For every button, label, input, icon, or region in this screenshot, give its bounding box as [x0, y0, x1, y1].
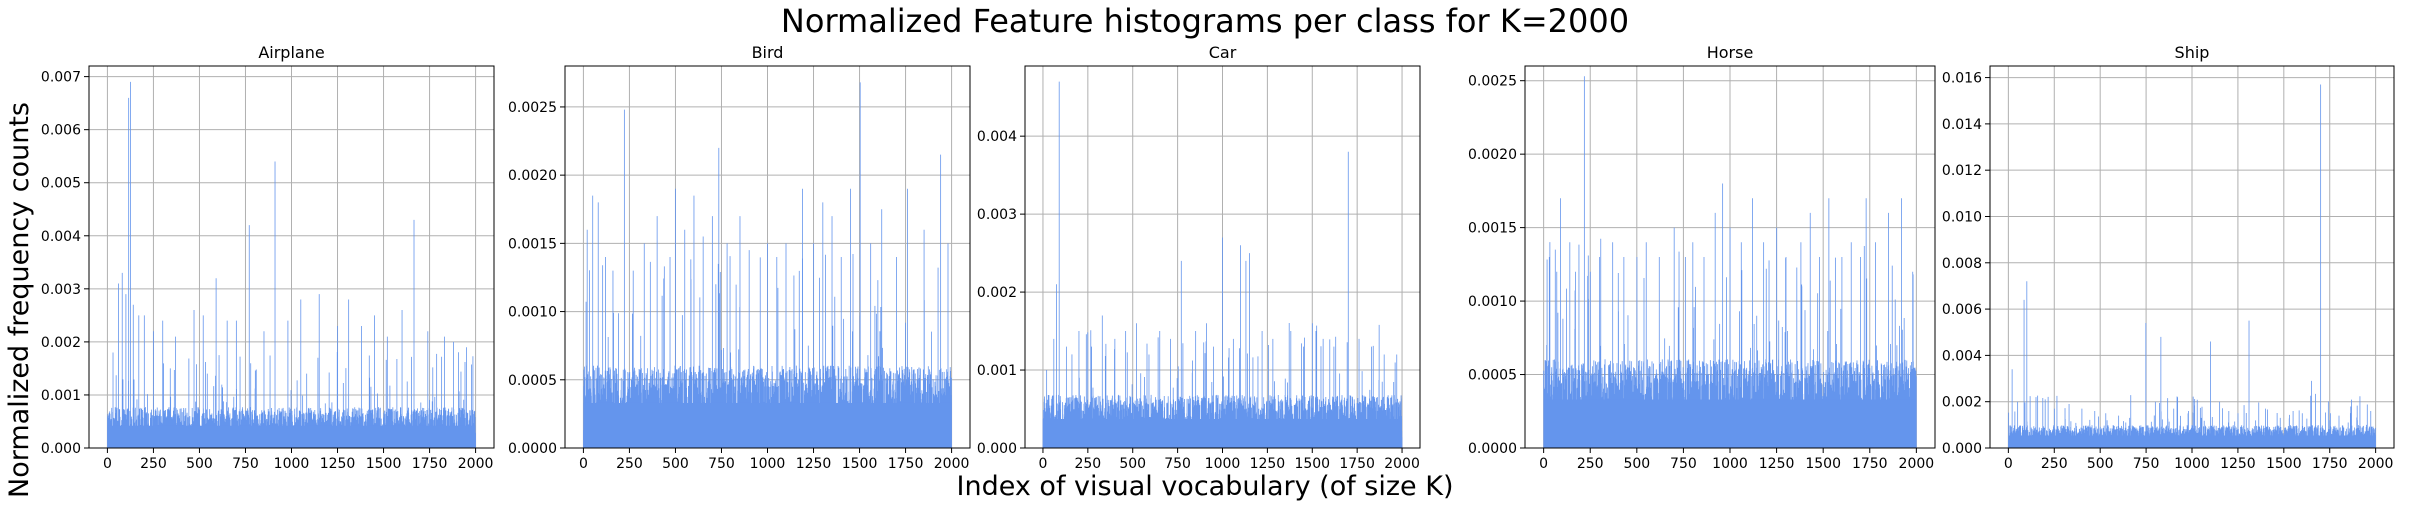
histogram-base-fill — [583, 402, 952, 448]
y-tick-label: 0.004 — [1942, 348, 1982, 364]
x-tick-label: 1250 — [1250, 456, 1286, 472]
x-tick-label: 1000 — [2174, 456, 2210, 472]
y-tick-label: 0.0020 — [1468, 147, 1517, 163]
y-tick-label: 0.0020 — [508, 168, 557, 184]
x-tick-label: 1750 — [2312, 456, 2348, 472]
y-tick-label: 0.0010 — [508, 305, 557, 321]
histogram-base-fill — [2008, 435, 2376, 448]
y-tick-label: 0.014 — [1942, 117, 1982, 133]
x-tick-label: 0 — [579, 456, 588, 472]
y-tick-label: 0.0000 — [1468, 441, 1517, 457]
panel-title: Car — [1209, 43, 1237, 62]
x-tick-label: 2000 — [934, 456, 970, 472]
y-tick-label: 0.0025 — [1468, 74, 1517, 90]
x-tick-label: 1250 — [320, 456, 356, 472]
x-tick-label: 1250 — [796, 456, 832, 472]
x-tick-label: 500 — [186, 456, 213, 472]
x-tick-label: 500 — [1119, 456, 1146, 472]
figure-ylabel: Normalized frequency counts — [4, 102, 35, 498]
x-tick-label: 2000 — [1899, 456, 1935, 472]
y-tick-label: 0.001 — [977, 363, 1017, 379]
y-tick-label: 0.004 — [977, 129, 1017, 145]
x-tick-label: 0 — [1038, 456, 1047, 472]
x-tick-label: 500 — [1623, 456, 1650, 472]
x-tick-label: 250 — [140, 456, 167, 472]
y-tick-label: 0.0025 — [508, 100, 557, 116]
x-tick-label: 1000 — [274, 456, 310, 472]
x-tick-label: 1500 — [842, 456, 878, 472]
x-tick-label: 1500 — [366, 456, 402, 472]
y-tick-label: 0.008 — [1942, 256, 1982, 272]
y-tick-label: 0.003 — [41, 282, 81, 298]
x-tick-label: 2000 — [1384, 456, 1420, 472]
y-tick-label: 0.012 — [1942, 163, 1982, 179]
x-tick-label: 2000 — [458, 456, 494, 472]
y-tick-label: 0.004 — [41, 229, 81, 245]
x-tick-label: 750 — [232, 456, 259, 472]
x-tick-label: 1750 — [412, 456, 448, 472]
chart-panel-horse: 0 250 500 750 1000 1250 1500 1750 2000 0.0000 0.00… — [1468, 43, 1936, 472]
x-tick-label: 750 — [1670, 456, 1697, 472]
x-tick-label: 0 — [1539, 456, 1548, 472]
y-tick-label: 0.006 — [41, 123, 81, 139]
y-tick-label: 0.006 — [1942, 302, 1982, 318]
y-tick-label: 0.0005 — [508, 373, 557, 389]
panel-title: Airplane — [258, 43, 324, 62]
x-tick-label: 500 — [662, 456, 689, 472]
x-tick-label: 1000 — [1712, 456, 1748, 472]
x-tick-label: 250 — [1074, 456, 1101, 472]
y-tick-label: 0.001 — [41, 388, 81, 404]
y-tick-label: 0.002 — [977, 285, 1017, 301]
chart-panels: 0 250 500 750 1000 1250 1500 1750 2000 0.000 0.001… — [41, 43, 2395, 472]
panel-title: Ship — [2175, 43, 2210, 62]
x-tick-label: 1500 — [1294, 456, 1330, 472]
y-tick-label: 0.002 — [1942, 395, 1982, 411]
y-tick-label: 0.000 — [977, 441, 1017, 457]
chart-panel-airplane: 0 250 500 750 1000 1250 1500 1750 2000 0.000 0.001… — [41, 43, 495, 472]
histogram-base-fill — [1543, 399, 1917, 448]
chart-panel-ship: 0 250 500 750 1000 1250 1500 1750 2000 0.000 0.002… — [1942, 43, 2395, 472]
histogram-base-fill — [107, 425, 476, 448]
x-tick-label: 0 — [2004, 456, 2013, 472]
y-tick-label: 0.016 — [1942, 71, 1982, 87]
x-tick-label: 250 — [1577, 456, 1604, 472]
figure-suptitle: Normalized Feature histograms per class … — [781, 2, 1629, 40]
y-tick-label: 0.000 — [1942, 441, 1982, 457]
x-tick-label: 750 — [2133, 456, 2160, 472]
chart-panel-bird: 0 250 500 750 1000 1250 1500 1750 2000 0.0000 0.00… — [508, 43, 971, 472]
y-tick-label: 0.0015 — [508, 236, 557, 252]
y-tick-label: 0.0000 — [508, 441, 557, 457]
x-tick-label: 500 — [2087, 456, 2114, 472]
figure-xlabel: Index of visual vocabulary (of size K) — [957, 471, 1454, 502]
x-tick-label: 1750 — [1852, 456, 1888, 472]
x-tick-label: 250 — [616, 456, 643, 472]
histogram-base-fill — [1042, 418, 1403, 448]
y-tick-label: 0.0010 — [1468, 294, 1517, 310]
panel-title: Horse — [1707, 43, 1754, 62]
y-tick-label: 0.0005 — [1468, 368, 1517, 384]
y-tick-label: 0.0015 — [1468, 221, 1517, 237]
x-tick-label: 750 — [708, 456, 735, 472]
x-tick-label: 2000 — [2358, 456, 2394, 472]
x-tick-label: 1500 — [1805, 456, 1841, 472]
panel-title: Bird — [752, 43, 784, 62]
y-tick-label: 0.007 — [41, 70, 81, 86]
x-tick-label: 1250 — [2220, 456, 2256, 472]
x-tick-label: 1750 — [1339, 456, 1375, 472]
y-tick-label: 0.005 — [41, 176, 81, 192]
y-tick-label: 0.010 — [1942, 209, 1982, 225]
x-tick-label: 0 — [103, 456, 112, 472]
y-tick-label: 0.000 — [41, 441, 81, 457]
x-tick-label: 1000 — [750, 456, 786, 472]
x-tick-label: 750 — [1164, 456, 1191, 472]
x-tick-label: 1000 — [1205, 456, 1241, 472]
y-tick-label: 0.003 — [977, 207, 1017, 223]
x-tick-label: 250 — [2041, 456, 2068, 472]
y-tick-label: 0.002 — [41, 335, 81, 351]
x-tick-label: 1750 — [888, 456, 924, 472]
x-tick-label: 1250 — [1759, 456, 1795, 472]
x-tick-label: 1500 — [2266, 456, 2302, 472]
chart-panel-car: 0 250 500 750 1000 1250 1500 1750 2000 0.000 0.001… — [977, 43, 1421, 472]
